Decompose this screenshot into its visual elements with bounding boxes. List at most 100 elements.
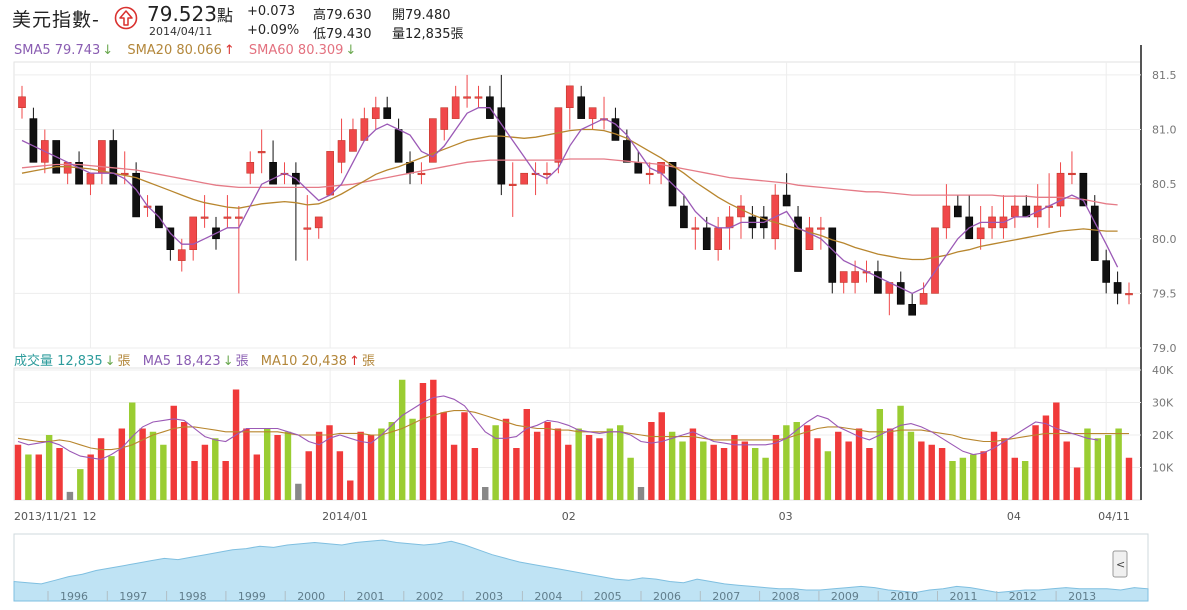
volume-bar: [648, 422, 655, 500]
volume-bar: [305, 451, 312, 500]
candle-body: [1090, 205, 1099, 261]
vol-ma10-legend: MA10 20,438: [260, 354, 348, 369]
volume-bar: [1053, 402, 1060, 500]
volume-bar: [617, 425, 624, 500]
candle-body: [75, 162, 83, 185]
candle-body: [976, 227, 985, 240]
candle-body: [805, 227, 814, 250]
candle-body: [29, 118, 38, 163]
volume-bar: [845, 441, 852, 500]
volume-bar: [1125, 457, 1133, 500]
volume-bar: [1011, 457, 1019, 500]
candle-body: [680, 205, 688, 229]
volume-bar: [658, 412, 665, 500]
candle-body: [98, 140, 106, 174]
vol-ma10-unit: 張: [361, 354, 375, 369]
candle-body: [337, 140, 346, 163]
candle-body: [120, 172, 129, 176]
volume-bar: [170, 405, 177, 500]
candle-body: [349, 129, 357, 152]
sma5-direction-icon: ↓: [102, 43, 114, 58]
candle-body: [588, 107, 597, 119]
volume-bar: [886, 428, 894, 500]
volume-bar: [762, 457, 769, 500]
x-tick-label: 02: [562, 510, 576, 523]
candle-body: [86, 172, 95, 185]
navigator-year-label: 2003: [475, 590, 503, 603]
volume-bar: [409, 418, 416, 500]
volume-bar: [35, 454, 42, 500]
navigator-year-label: 2001: [357, 590, 385, 603]
navigator-year-label: 1998: [179, 590, 207, 603]
sma5-line: [21, 107, 1119, 295]
candle-body: [1102, 260, 1111, 283]
vol-ma5-direction-icon: ↓: [222, 354, 234, 369]
volume-bar: [928, 444, 935, 500]
candle-body: [223, 216, 232, 219]
candle-body: [623, 140, 631, 163]
volume-tick-label: 40K: [1152, 364, 1174, 377]
volume-bar: [388, 422, 396, 500]
candle-body: [474, 96, 483, 99]
candle-body: [942, 205, 951, 229]
volume-bar: [232, 389, 240, 500]
candle-body: [817, 227, 825, 230]
candle-body: [371, 107, 380, 119]
candle-body: [463, 96, 471, 99]
volume-bar: [45, 435, 53, 500]
quote-header: 美元指數- 79.523點 2014/04/11 +0.073 +0.09% 高…: [0, 0, 1187, 42]
candle-body: [303, 227, 312, 230]
volume-bar: [492, 425, 499, 500]
candle-body: [543, 172, 551, 176]
volume-bar: [482, 487, 489, 500]
volume-bar: [835, 431, 842, 500]
volume-bar: [710, 444, 717, 500]
volume-ma10-line: [17, 410, 1129, 451]
volume-bar: [1063, 441, 1070, 500]
vol-ma5-unit: 張: [235, 354, 249, 369]
volume-bar: [565, 444, 572, 500]
volume-bar: [513, 448, 520, 500]
volume-bar: [1032, 425, 1039, 500]
volume-bar: [990, 431, 998, 500]
volume-bar: [627, 457, 634, 500]
volume-value: 量12,835張: [392, 27, 464, 42]
volume-legend-label: 成交量 12,835: [14, 354, 103, 369]
scroll-left-icon[interactable]: <: [1116, 558, 1125, 571]
candle-body: [508, 183, 517, 186]
volume-bar: [191, 461, 198, 500]
volume-tick-label: 20K: [1152, 429, 1174, 442]
volume-bar: [637, 487, 645, 500]
volume-bar: [450, 444, 458, 500]
volume-bar: [1042, 415, 1050, 500]
candle-body: [200, 216, 209, 219]
navigator-scroll-handle[interactable]: [1112, 550, 1128, 578]
vol-ma10-direction-icon: ↑: [349, 354, 360, 369]
price-change-pct: +0.09%: [247, 23, 300, 38]
volume-bar: [1115, 428, 1122, 500]
volume-bar: [855, 428, 863, 500]
x-tick-label: 12: [82, 510, 96, 523]
candle-body: [577, 96, 586, 119]
candle-body: [839, 271, 848, 283]
navigator-year-label: 2002: [416, 590, 444, 603]
candle-body: [406, 162, 414, 174]
volume-bar: [1073, 467, 1081, 500]
price-unit: 點: [216, 6, 233, 25]
volume-bar: [66, 491, 74, 500]
volume-bar: [357, 431, 364, 500]
volume-bar: [803, 425, 811, 500]
volume-bar: [596, 438, 603, 500]
volume-bar: [430, 379, 437, 500]
volume-bar: [56, 448, 63, 500]
volume-layer: [14, 379, 1133, 500]
x-tick-label: 2013/11/21: [14, 510, 77, 523]
candle-body: [383, 107, 392, 119]
candle-body: [931, 227, 939, 294]
volume-bar: [938, 448, 946, 500]
volume-bar: [533, 431, 541, 500]
candle-body: [645, 172, 654, 176]
navigator-year-label: 2009: [831, 590, 859, 603]
volume-bar: [25, 454, 32, 500]
